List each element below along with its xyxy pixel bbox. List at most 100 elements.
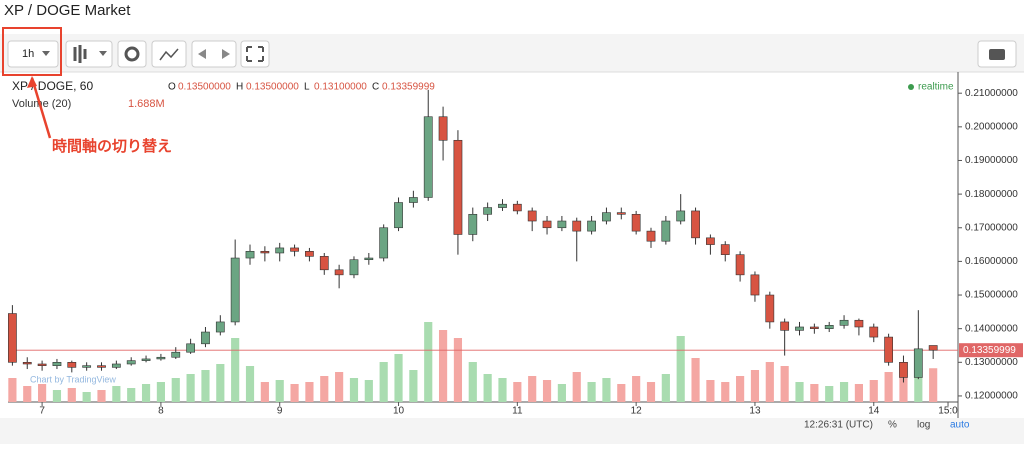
candle-body — [720, 244, 730, 255]
interval-button[interactable] — [7, 40, 59, 68]
candle-body — [646, 230, 656, 242]
volume-bar — [706, 380, 715, 402]
volume-bar — [736, 376, 745, 402]
y-tick-label: 0.20000000 — [965, 121, 1018, 132]
x-tick-label: 12 — [631, 406, 643, 417]
indicator-icon — [159, 48, 179, 61]
volume-bar — [453, 338, 463, 402]
volume-bar — [884, 372, 893, 402]
candle-body — [52, 362, 62, 366]
x-tick-label: 14 — [868, 406, 880, 417]
candle-body — [37, 363, 47, 366]
volume-bar — [899, 366, 908, 402]
volume-bar — [52, 390, 62, 402]
y-tick-label: 0.15000000 — [965, 290, 1018, 301]
volume-bar — [216, 364, 225, 402]
candle-body — [319, 256, 329, 271]
ohlc-key: O — [168, 82, 176, 93]
candle-body — [809, 326, 819, 329]
candle-body — [67, 362, 77, 368]
x-tick-label: 15:0 — [938, 406, 958, 417]
volume-bar — [617, 384, 626, 402]
candle-body — [8, 313, 17, 363]
candle-body — [839, 319, 849, 326]
candle-body — [156, 356, 166, 360]
volume-bar — [8, 378, 17, 402]
annotation-text: 時間軸の切り替え — [52, 137, 172, 155]
candle-body — [676, 210, 686, 222]
annotation-arrow — [30, 77, 52, 139]
volume-bar — [632, 376, 641, 402]
volume-bar — [750, 370, 760, 402]
undo-redo-button[interactable] — [191, 40, 237, 68]
x-tick-label: 8 — [158, 406, 164, 417]
volume-bar — [201, 370, 210, 402]
realtime-label: realtime — [918, 82, 954, 93]
auto-toggle[interactable]: auto — [950, 420, 970, 431]
candle-body — [408, 197, 418, 203]
volume-bar — [82, 392, 91, 402]
volume-bar — [765, 362, 774, 402]
dropdown-arrow — [42, 51, 50, 56]
chart-type-button[interactable] — [65, 40, 113, 68]
watermark: Chart by TradingView — [30, 374, 116, 384]
plot — [8, 89, 958, 402]
ohlc-key: C — [372, 82, 379, 93]
candle-body — [305, 250, 314, 257]
candle-body — [82, 365, 92, 368]
realtime-dot — [908, 84, 914, 90]
candle-body — [379, 227, 389, 259]
volume-bar — [542, 380, 552, 402]
fullscreen-button[interactable] — [240, 40, 270, 68]
fullscreen-icon — [246, 46, 264, 62]
volume-bar — [290, 384, 299, 402]
candle-body — [498, 203, 507, 208]
candle-body — [824, 325, 834, 329]
candle-body — [22, 362, 32, 365]
candle-body — [275, 247, 285, 254]
volume-bar — [424, 322, 433, 402]
volume-bar — [335, 372, 344, 402]
volume-bar — [260, 382, 269, 402]
status-bar — [0, 418, 1024, 444]
log-toggle[interactable]: log — [917, 420, 930, 431]
candle-body — [290, 247, 299, 252]
candle-body — [661, 220, 671, 242]
candle-body — [631, 213, 641, 232]
candle-body — [602, 212, 611, 222]
volume-bar — [231, 338, 240, 402]
candle-body — [171, 351, 181, 358]
volume-bar — [513, 382, 522, 402]
volume-bar — [349, 378, 359, 402]
volume-bar — [557, 384, 566, 402]
volume-bar — [364, 380, 373, 402]
candle-body — [468, 213, 478, 235]
candle-body — [215, 321, 225, 333]
y-tick-label: 0.18000000 — [965, 189, 1018, 200]
x-tick-label: 13 — [749, 406, 761, 417]
volume-bar — [171, 378, 180, 402]
volume-bar — [379, 362, 388, 402]
candle-body — [735, 254, 745, 276]
candle-body — [527, 210, 537, 222]
candle-body — [483, 207, 493, 215]
volume-bar — [572, 372, 581, 402]
volume-bar — [914, 368, 923, 402]
volume-bar — [691, 358, 700, 402]
candle-body — [542, 220, 552, 229]
candle-icon — [73, 45, 87, 63]
volume-bar — [141, 384, 151, 402]
clock: 12:26:31 (UTC) — [804, 420, 873, 431]
x-tick-label: 11 — [512, 406, 523, 417]
candle-body — [616, 212, 626, 215]
volume-bar — [795, 382, 804, 402]
symbol-title: XP / DOGE, 60 — [12, 79, 93, 93]
candle-body — [97, 365, 106, 368]
volume-bar — [602, 378, 611, 402]
percent-toggle[interactable]: % — [888, 420, 897, 431]
candle-body — [869, 326, 879, 338]
candle-body — [230, 257, 240, 323]
settings-button[interactable] — [117, 40, 147, 68]
volume-bar — [721, 382, 730, 402]
